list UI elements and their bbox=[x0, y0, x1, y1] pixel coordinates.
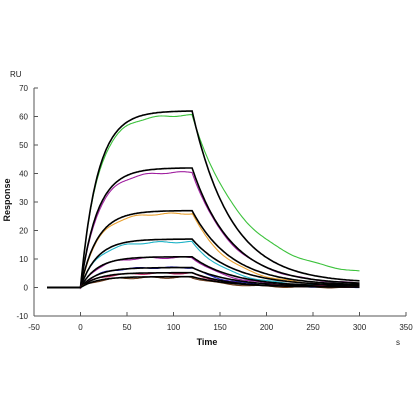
y-tick-label: 20 bbox=[19, 227, 28, 236]
fit-curve bbox=[47, 256, 360, 289]
y-tick-label: 0 bbox=[24, 284, 29, 293]
x-tick-label: 350 bbox=[399, 323, 413, 332]
measured-curve bbox=[47, 212, 360, 289]
y-tick-label: 50 bbox=[19, 141, 28, 150]
y-tick-label: 10 bbox=[19, 255, 28, 264]
measured-curve bbox=[47, 276, 360, 289]
y-tick-label: 40 bbox=[19, 170, 28, 179]
x-tick-label: 150 bbox=[213, 323, 227, 332]
y-tick-label: 70 bbox=[19, 84, 28, 93]
y-tick-label: 30 bbox=[19, 198, 28, 207]
x-tick-label: 50 bbox=[123, 323, 132, 332]
x-axis-unit: s bbox=[396, 338, 400, 347]
measured-curve bbox=[47, 114, 360, 289]
fit-curve bbox=[47, 266, 360, 289]
x-tick-label: 200 bbox=[260, 323, 274, 332]
x-axis-title: Time bbox=[197, 337, 218, 347]
axes: -50 0 50 100 150 200 250 300 350 -10 0 10 20 30 40 50 60… bbox=[16, 84, 413, 332]
fit-curve bbox=[47, 167, 360, 289]
y-tick-label: -10 bbox=[16, 312, 28, 321]
fit-curve bbox=[47, 110, 360, 289]
x-tick-label: 300 bbox=[353, 323, 367, 332]
y-axis-title: Response bbox=[2, 178, 12, 221]
fit-curve bbox=[47, 238, 360, 289]
x-tick-label: 100 bbox=[167, 323, 181, 332]
series-layer bbox=[47, 110, 360, 290]
y-tick-label: 60 bbox=[19, 113, 28, 122]
fit-curve bbox=[47, 209, 360, 289]
x-tick-label: 0 bbox=[78, 323, 83, 332]
fit-curve bbox=[47, 275, 360, 289]
x-tick-label: 250 bbox=[306, 323, 320, 332]
x-tick-label: -50 bbox=[28, 323, 40, 332]
y-axis-unit: RU bbox=[10, 70, 22, 79]
